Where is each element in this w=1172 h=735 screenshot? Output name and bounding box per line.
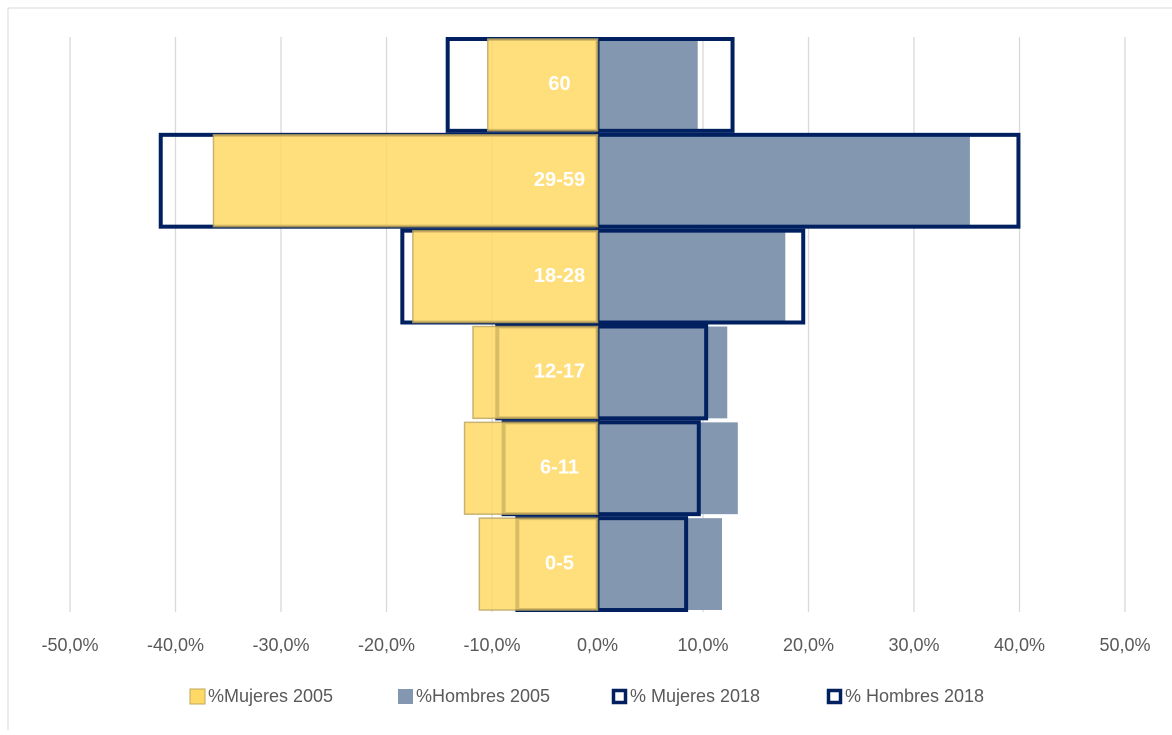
x-tick-label: 10,0% bbox=[677, 635, 728, 655]
x-tick-label: -20,0% bbox=[358, 635, 415, 655]
bar bbox=[487, 38, 599, 132]
x-tick-label: -40,0% bbox=[147, 635, 204, 655]
legend-swatch bbox=[398, 689, 413, 704]
category-label: 29-59 bbox=[534, 169, 585, 191]
category-label: 6-11 bbox=[540, 457, 579, 479]
bar bbox=[597, 422, 738, 515]
x-tick-label: 20,0% bbox=[783, 635, 834, 655]
x-tick-label: -30,0% bbox=[252, 635, 309, 655]
legend-swatch bbox=[826, 688, 843, 705]
legend-label: % Hombres 2018 bbox=[845, 686, 984, 706]
x-tick-label: -10,0% bbox=[463, 635, 520, 655]
bar bbox=[597, 230, 786, 323]
legend-swatch bbox=[611, 688, 628, 705]
category-label: 0-5 bbox=[545, 552, 574, 574]
x-tick-label: -50,0% bbox=[41, 635, 98, 655]
bar bbox=[597, 134, 970, 227]
bar bbox=[412, 229, 599, 324]
category-label: 18-28 bbox=[534, 265, 585, 287]
legend-label: %Mujeres 2005 bbox=[208, 686, 333, 706]
legend-label: % Mujeres 2018 bbox=[630, 686, 760, 706]
x-tick-label: 40,0% bbox=[994, 635, 1045, 655]
chart-border bbox=[7, 7, 1172, 735]
category-label: 60 bbox=[548, 73, 570, 95]
x-tick-label: 0,0% bbox=[577, 635, 618, 655]
legend-label: %Hombres 2005 bbox=[416, 686, 550, 706]
bar bbox=[478, 517, 599, 611]
bar bbox=[597, 518, 722, 610]
x-tick-label: 50,0% bbox=[1099, 635, 1150, 655]
bar bbox=[212, 134, 599, 228]
x-tick-label: 30,0% bbox=[888, 635, 939, 655]
category-label: 12-17 bbox=[534, 361, 585, 383]
bar bbox=[597, 39, 698, 131]
legend-swatch bbox=[189, 688, 206, 705]
bar bbox=[472, 325, 599, 420]
bar bbox=[463, 421, 599, 515]
